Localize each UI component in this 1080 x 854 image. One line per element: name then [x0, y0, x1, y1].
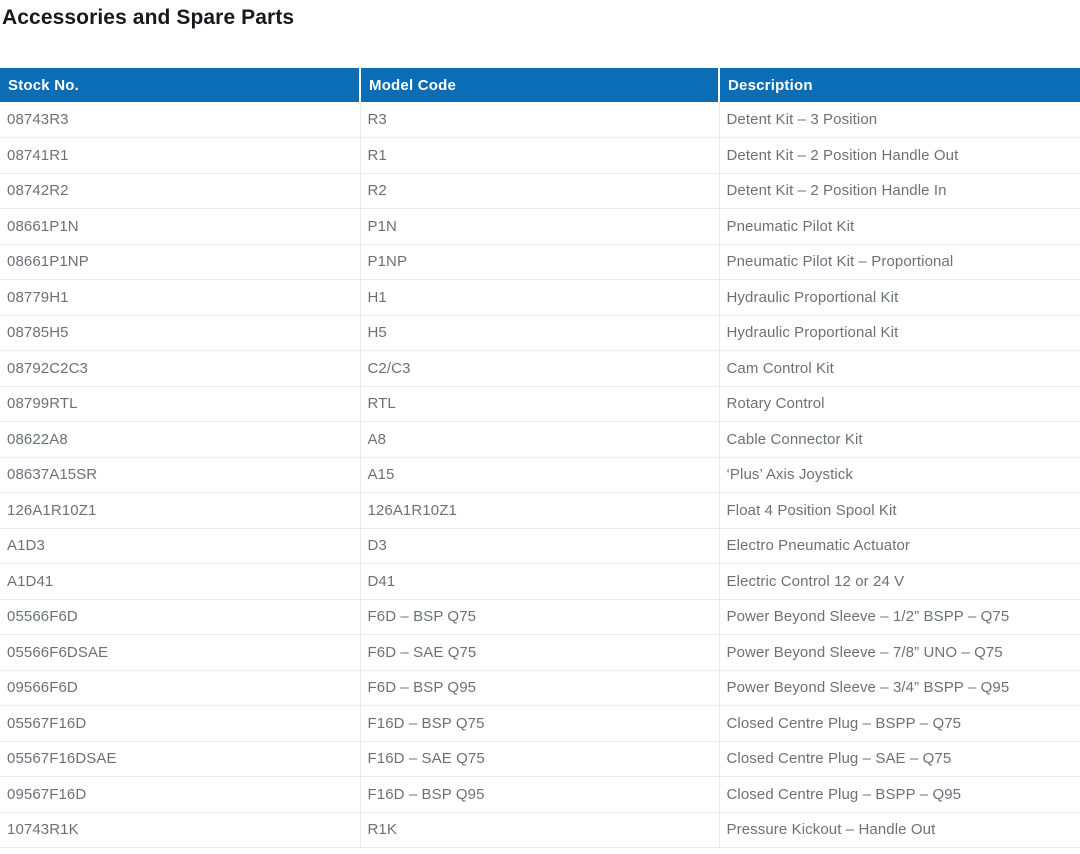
table-cell-model-code: D3	[360, 528, 720, 564]
table-cell-description: Closed Centre Plug – BSPP – Q95	[719, 776, 1080, 813]
table-cell-model-code: R2	[360, 173, 720, 209]
table-cell-model-code: A15	[360, 457, 720, 493]
table-row: 08742R2 R2 Detent Kit – 2 Position Handle …	[0, 173, 1080, 209]
table-cell-description: Pressure Kickout – Handle Out	[719, 812, 1080, 848]
table-cell-stock-no: 10743R1K	[0, 812, 361, 848]
table-cell-model-code: F16D – BSP Q75	[360, 705, 720, 742]
table-cell-stock-no: 08743R3	[0, 102, 361, 138]
table-row: 05567F16D F16D – BSP Q75 Closed Centre Plu…	[0, 705, 1080, 742]
table-cell-description: Closed Centre Plug – SAE – Q75	[719, 741, 1080, 777]
table-cell-description: Electro Pneumatic Actuator	[719, 528, 1080, 564]
table-cell-description: ‘Plus’ Axis Joystick	[719, 457, 1080, 493]
table-cell-description: Detent Kit – 3 Position	[719, 102, 1080, 138]
table-cell-description: Power Beyond Sleeve – 7/8” UNO – Q75	[719, 634, 1080, 671]
table-cell-description: Cable Connector Kit	[719, 421, 1080, 458]
table-cell-description: Pneumatic Pilot Kit	[719, 208, 1080, 245]
table-cell-description: Power Beyond Sleeve – 1/2” BSPP – Q75	[719, 599, 1080, 635]
table-row: 08792C2C3 C2/C3 Cam Control Kit	[0, 350, 1080, 387]
table-row: 08779H1 H1 Hydraulic Proportional Kit	[0, 279, 1080, 316]
accessories-table: Stock No. Model Code Description 08743R3…	[0, 68, 1080, 848]
table-cell-stock-no: 08799RTL	[0, 386, 361, 422]
table-cell-stock-no: 08622A8	[0, 421, 361, 458]
table-cell-description: Closed Centre Plug – BSPP – Q75	[719, 705, 1080, 742]
table-cell-stock-no: 05566F6D	[0, 599, 361, 635]
table-cell-model-code: D41	[360, 563, 720, 600]
table-cell-stock-no: 08742R2	[0, 173, 361, 209]
table-cell-model-code: R1	[360, 137, 720, 174]
table-cell-stock-no: 08792C2C3	[0, 350, 361, 387]
table-cell-model-code: P1N	[360, 208, 720, 245]
table-cell-stock-no: A1D41	[0, 563, 361, 600]
table-row: 09566F6D F6D – BSP Q95 Power Beyond Sleeve…	[0, 670, 1080, 706]
table-cell-model-code: RTL	[360, 386, 720, 422]
table-cell-stock-no: 126A1R10Z1	[0, 492, 361, 529]
table-cell-model-code: R1K	[360, 812, 720, 848]
table-cell-model-code: H1	[360, 279, 720, 316]
table-cell-stock-no: A1D3	[0, 528, 361, 564]
table-cell-model-code: R3	[360, 102, 720, 138]
table-header-row: Stock No. Model Code Description	[0, 68, 1080, 102]
table-row: 10743R1K R1K Pressure Kickout – Handle Out	[0, 812, 1080, 848]
table-cell-model-code: A8	[360, 421, 720, 458]
table-cell-stock-no: 09566F6D	[0, 670, 361, 706]
table-cell-model-code: F6D – SAE Q75	[360, 634, 720, 671]
table-cell-stock-no: 08637A15SR	[0, 457, 361, 493]
table-row: 126A1R10Z1 126A1R10Z1 Float 4 Position Spo…	[0, 492, 1080, 529]
table-row: A1D3 D3 Electro Pneumatic Actuator	[0, 528, 1080, 564]
table-row: 05566F6DSAE F6D – SAE Q75 Power Beyond Sle…	[0, 634, 1080, 671]
table-cell-model-code: F16D – BSP Q95	[360, 776, 720, 813]
table-row: 08741R1 R1 Detent Kit – 2 Position Handle …	[0, 137, 1080, 174]
table-body: 08743R3 R3 Detent Kit – 3 Position 08741R1 R…	[0, 102, 1080, 848]
table-cell-model-code: F6D – BSP Q95	[360, 670, 720, 706]
table-cell-description: Detent Kit – 2 Position Handle In	[719, 173, 1080, 209]
table-cell-stock-no: 05566F6DSAE	[0, 634, 361, 671]
table-cell-description: Hydraulic Proportional Kit	[719, 315, 1080, 351]
table-row: 08622A8 A8 Cable Connector Kit	[0, 421, 1080, 458]
table-cell-description: Pneumatic Pilot Kit – Proportional	[719, 244, 1080, 280]
table-row: 05567F16DSAE F16D – SAE Q75 Closed Centre …	[0, 741, 1080, 777]
table-cell-description: Electric Control 12 or 24 V	[719, 563, 1080, 600]
table-cell-description: Float 4 Position Spool Kit	[719, 492, 1080, 529]
table-cell-model-code: P1NP	[360, 244, 720, 280]
table-cell-stock-no: 08779H1	[0, 279, 361, 316]
table-row: 08799RTL RTL Rotary Control	[0, 386, 1080, 422]
table-cell-description: Rotary Control	[719, 386, 1080, 422]
column-header-stock-no: Stock No.	[0, 68, 360, 102]
table-cell-model-code: F16D – SAE Q75	[360, 741, 720, 777]
table-row: 08743R3 R3 Detent Kit – 3 Position	[0, 102, 1080, 138]
table-row: 08661P1N P1N Pneumatic Pilot Kit	[0, 208, 1080, 245]
table-cell-stock-no: 08661P1N	[0, 208, 361, 245]
table-row: 08661P1NP P1NP Pneumatic Pilot Kit – Propo…	[0, 244, 1080, 280]
table-cell-description: Power Beyond Sleeve – 3/4” BSPP – Q95	[719, 670, 1080, 706]
table-row: 08637A15SR A15 ‘Plus’ Axis Joystick	[0, 457, 1080, 493]
table-cell-stock-no: 05567F16DSAE	[0, 741, 361, 777]
table-cell-stock-no: 08785H5	[0, 315, 361, 351]
table-row: 08785H5 H5 Hydraulic Proportional Kit	[0, 315, 1080, 351]
table-cell-stock-no: 08741R1	[0, 137, 361, 174]
page-title: Accessories and Spare Parts	[2, 6, 295, 29]
table-row: 09567F16D F16D – BSP Q95 Closed Centre Plu…	[0, 776, 1080, 813]
column-header-description: Description	[718, 68, 1080, 102]
table-cell-stock-no: 05567F16D	[0, 705, 361, 742]
table-cell-stock-no: 09567F16D	[0, 776, 361, 813]
table-cell-description: Hydraulic Proportional Kit	[719, 279, 1080, 316]
table-cell-description: Detent Kit – 2 Position Handle Out	[719, 137, 1080, 174]
table-cell-model-code: F6D – BSP Q75	[360, 599, 720, 635]
table-cell-model-code: C2/C3	[360, 350, 720, 387]
table-row: 05566F6D F6D – BSP Q75 Power Beyond Sleeve…	[0, 599, 1080, 635]
table-cell-model-code: H5	[360, 315, 720, 351]
column-header-model-code: Model Code	[359, 68, 719, 102]
table-cell-description: Cam Control Kit	[719, 350, 1080, 387]
table-row: A1D41 D41 Electric Control 12 or 24 V	[0, 563, 1080, 600]
table-cell-model-code: 126A1R10Z1	[360, 492, 720, 529]
table-cell-stock-no: 08661P1NP	[0, 244, 361, 280]
